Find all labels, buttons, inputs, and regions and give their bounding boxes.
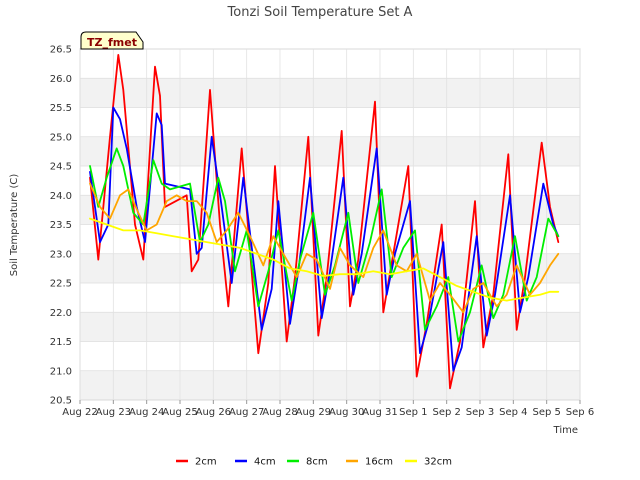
y-tick-label: 20.5: [50, 396, 72, 407]
plot-band: [80, 312, 580, 342]
plot-band: [80, 49, 580, 79]
x-tick-label: Sep 6: [566, 407, 594, 418]
x-tick-label: Aug 31: [362, 407, 397, 418]
legend-label-8cm: 8cm: [306, 457, 328, 468]
plot-band: [80, 107, 580, 137]
x-tick-label: Aug 29: [296, 407, 331, 418]
plot-band: [80, 195, 580, 225]
legend-label-2cm: 2cm: [195, 457, 217, 468]
x-tick-label: Sep 1: [399, 407, 427, 418]
legend-label-32cm: 32cm: [424, 457, 452, 468]
tag-label: TZ_fmet: [87, 36, 137, 49]
x-tick-label: Aug 30: [329, 407, 364, 418]
y-axis-title: Soil Temperature (C): [9, 174, 20, 277]
y-tick-label: 22.0: [50, 308, 72, 319]
plot-band: [80, 370, 580, 400]
plot-band: [80, 78, 580, 108]
x-tick-label: Aug 23: [96, 407, 131, 418]
x-tick-label: Sep 5: [532, 407, 560, 418]
chart-title: Tonzi Soil Temperature Set A: [227, 5, 413, 20]
plot-band: [80, 341, 580, 371]
y-tick-label: 24.0: [50, 191, 72, 202]
x-tick-label: Aug 27: [229, 407, 264, 418]
y-tick-label: 23.5: [50, 220, 72, 231]
y-axis-ticks: 20.5 21.0 21.5 22.0 22.5 23.0 23.5 24.0 24.5 25.0…: [50, 45, 72, 407]
y-tick-label: 23.0: [50, 249, 72, 260]
x-tick-label: Sep 2: [432, 407, 460, 418]
series-line-8cm: [89, 147, 560, 343]
x-tick-label: Aug 26: [196, 407, 231, 418]
legend-label-16cm: 16cm: [365, 457, 393, 468]
y-tick-label: 24.5: [50, 162, 72, 173]
x-tick-label: Aug 24: [129, 407, 164, 418]
x-axis-title: Time: [553, 425, 578, 436]
series-line-32cm: [89, 217, 560, 302]
series-lines: [89, 54, 560, 390]
y-tick-label: 21.5: [50, 337, 72, 348]
y-tick-label: 25.0: [50, 132, 72, 143]
y-tick-label: 26.0: [50, 74, 72, 85]
x-tick-label: Aug 28: [262, 407, 297, 418]
legend-label-4cm: 4cm: [254, 457, 276, 468]
x-tick-label: Sep 4: [499, 407, 527, 418]
y-tick-label: 25.5: [50, 103, 72, 114]
legend: 2cm 4cm 8cm 16cm 32cm: [176, 457, 452, 468]
tag-box: TZ_fmet: [80, 31, 144, 50]
x-tick-label: Sep 3: [466, 407, 494, 418]
x-tick-label: Aug 22: [62, 407, 97, 418]
series-line-16cm: [89, 182, 560, 314]
y-tick-label: 21.0: [50, 366, 72, 377]
x-tick-label: Aug 25: [162, 407, 197, 418]
y-tick-label: 22.5: [50, 279, 72, 290]
y-tick-label: 26.5: [50, 45, 72, 56]
tag-box-shape: [80, 31, 144, 50]
